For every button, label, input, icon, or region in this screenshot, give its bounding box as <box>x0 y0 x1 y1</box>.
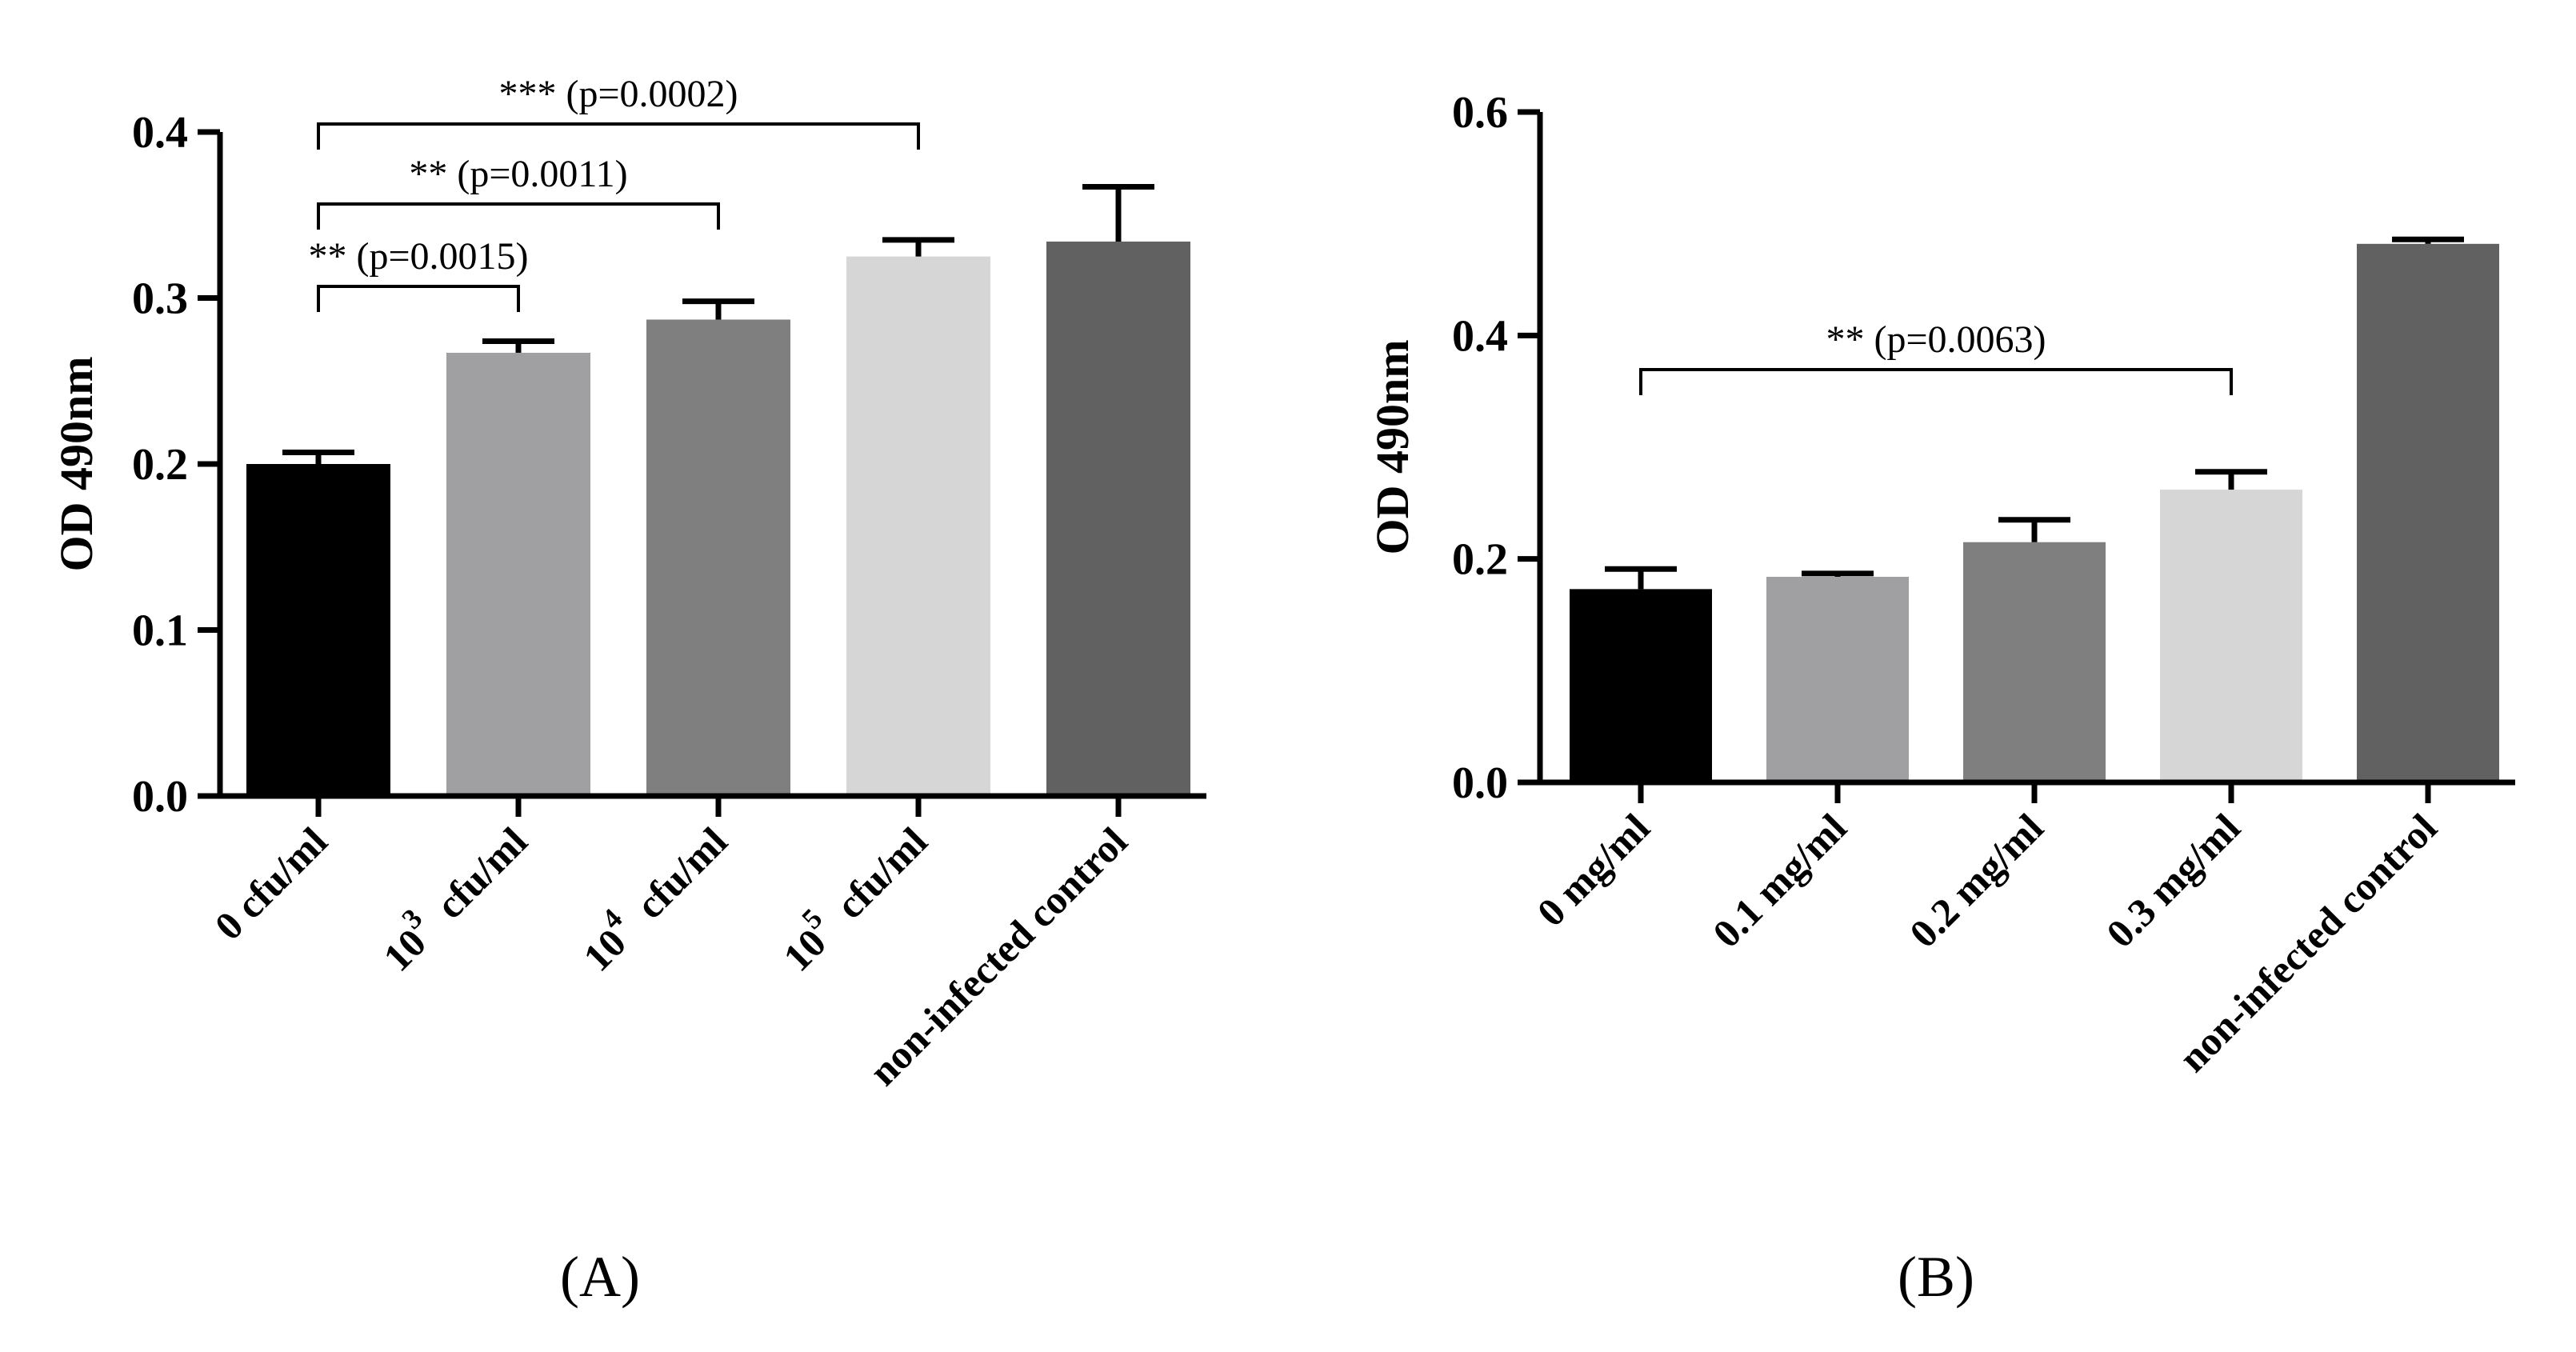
x-tick-label: 104 cfu/ml <box>567 811 736 980</box>
y-tick-label: 0.0 <box>132 772 188 822</box>
significance-bracket <box>1639 368 2233 395</box>
y-tick-label: 0.4 <box>1452 311 1508 361</box>
chart-panel-B: 0.0 0.2 0.4 0.6 0 mg/ml 0.1 mg/ml 0.2 mg/ml 0.3… <box>1366 88 2515 1309</box>
x-tick-label: 0 mg/ml <box>1528 805 1658 934</box>
significance-label: *** (p=0.0002) <box>498 73 738 115</box>
significance-label: ** (p=0.0011) <box>409 153 627 195</box>
x-tick-label: 0.1 mg/ml <box>1704 805 1855 956</box>
significance-label: ** (p=0.0015) <box>308 235 528 278</box>
y-tick-label: 0.4 <box>132 108 188 158</box>
bar <box>1963 542 2106 782</box>
bar <box>846 256 990 796</box>
x-tick-label: 0 cfu/ml <box>206 818 335 948</box>
label-unit: cfu/ml <box>613 818 736 942</box>
y-axis-title: OD 490nm <box>50 356 102 571</box>
significance-bracket <box>317 285 520 312</box>
x-tick-label: 103 cfu/ml <box>367 811 536 980</box>
y-tick-label: 0.6 <box>1452 88 1508 138</box>
y-tick-label: 0.0 <box>1452 758 1508 808</box>
label-unit: cfu/ml <box>413 818 536 942</box>
y-tick-label: 0.3 <box>132 274 188 324</box>
bar <box>2160 490 2302 782</box>
bar <box>1046 241 1190 796</box>
panel-label: (A) <box>560 1245 640 1309</box>
label-base: 10 <box>374 920 434 980</box>
x-tick-label: 105 cfu/ml <box>767 811 936 980</box>
y-axis-title: OD 490nm <box>1366 339 1418 554</box>
x-tick-label: 0.3 mg/ml <box>2098 805 2249 956</box>
bar <box>446 352 590 797</box>
y-tick-label: 0.2 <box>1452 535 1508 585</box>
label-base: 10 <box>774 920 834 980</box>
bar <box>2357 243 2499 783</box>
significance-bracket <box>317 202 720 230</box>
significance-bracket <box>317 122 920 150</box>
y-tick-label: 0.2 <box>132 440 188 490</box>
y-tick-label: 0.1 <box>132 606 188 656</box>
bar <box>246 464 390 796</box>
bar <box>1766 577 1909 782</box>
x-tick-label: 0.2 mg/ml <box>1901 805 2052 956</box>
bar <box>1570 589 1712 782</box>
bar <box>646 319 790 797</box>
panel-label: (B) <box>1898 1245 1974 1309</box>
label-unit: cfu/ml <box>813 818 936 942</box>
label-base: 10 <box>574 920 634 980</box>
significance-label: ** (p=0.0063) <box>1826 318 2046 361</box>
